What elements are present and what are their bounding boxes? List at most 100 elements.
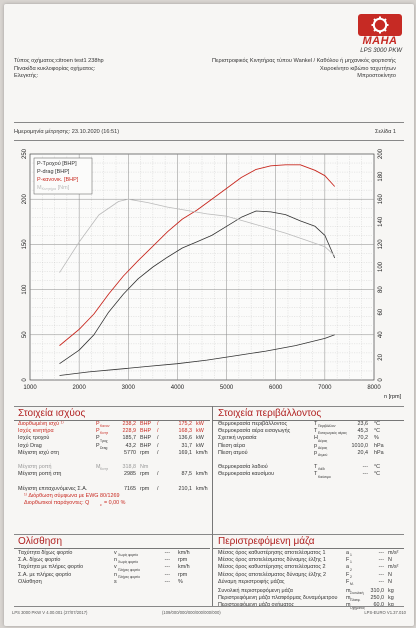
symbol-subscript: Λάδι [318,467,325,472]
torque-row: Μέγιστη ροπή M Κινητ 318,8 Nm [18,464,214,471]
symbol: m [346,587,351,594]
x-tick-label: 8000 [367,385,381,391]
vehicle-type: Τύπος οχήματος:citroen test1 238hp [14,58,104,64]
report-page: MAHA LPS 3000 PKW Τύπος οχήματος:citroen… [4,4,414,626]
symbol-subscript: Αέρας [318,438,328,443]
symbol: T [314,471,318,478]
series-line [59,210,336,365]
row-label: Περιστρεφόμενη μάζα πλατφόρμας δυναμόμετ… [218,595,338,602]
symbol: H [314,435,318,442]
value: 210,1 [178,485,193,492]
unit: N [388,571,392,578]
row-label: Σ.Α. δίχως φορτίο [18,557,61,564]
row-label: Ισχύς τροχού [18,435,50,442]
gear-icon [371,16,389,34]
row-label: Θερμοκρασία περιβάλλοντος [218,421,288,427]
slip-section-title: Ολίσθηση [18,536,63,547]
separator: / [157,449,159,456]
speed-row: Μέγιστη επιταχυνόμενες Σ.Α. 7165 rpm / 210,1… [18,486,214,493]
logo-model: LPS 3000 PKW [360,48,402,54]
unit: Nm [140,464,149,471]
row-label: Μέσος όρος καθυστέρησης αποτελέσματος 1 [218,550,326,556]
unit: kg [388,587,394,594]
y-right-tick-label: 0 [378,378,384,382]
y-left-tick-label: 0 [22,378,28,382]
slip-row: Ολίσθηση s ---% [18,579,208,586]
footer-center: (109/000/000/000/000/000/000) [162,610,221,615]
maha-logo: MAHA LPS 3000 PKW [358,14,402,54]
y-right-tick-label: 180 [378,171,384,182]
value: 175,2 [178,421,193,427]
vehicle-info: Τύπος οχήματος:citroen test1 238hp Πινακ… [14,58,104,81]
divider [14,420,210,421]
symbol: s [114,578,117,585]
separator: / [157,471,159,478]
legend-entry: MΚινητήρα [Nm] [37,185,70,191]
unit: BHP [140,428,152,435]
separator: / [157,435,159,442]
symbol: p [314,442,317,449]
slip-row: Σ.Α. δίχως φορτίο n Χωρίς φορτίο --- rpm [18,557,208,564]
row-label: Μέγιστη ροπή στη [18,471,62,478]
value: --- [378,550,384,556]
value: 20,4 [357,449,369,456]
unit: kW [196,421,204,427]
note-row: Διορθωτικοί παράγοντες: Q c = 0,00 % [18,500,214,507]
symbol: P [96,428,100,435]
legend-entry: P-Τροχού [BHP] [37,160,77,167]
symbol-subscript: Πλήρες φορτίο [118,574,140,579]
row-label: Μέγιστη ροπή [18,464,52,471]
footer-right: LPS-EURO V1.37.010 [364,610,406,615]
unit: % [178,578,183,585]
vehicle-plate: Πινακίδα κυκλοφορίας οχήματος: [14,65,96,72]
y-right-tick-label: 80 [378,286,384,293]
row-label: Ολίσθηση [18,578,42,585]
symbol-subscript: Πλήρες φορτίο [118,567,140,572]
y-right-tick-label: 40 [378,331,384,338]
divider [14,606,404,607]
value: 318,8 [122,464,137,471]
separator: / [157,442,159,449]
value: 5770 [124,449,136,456]
value: 238,2 [122,421,137,427]
environment-row: Πίεση ατμού p Ατμού 20,4 hPa [218,450,404,457]
series-line [59,334,335,376]
y-left-tick-label: 50 [22,331,28,338]
x-axis-label: n [rpm] [384,394,402,400]
symbol: p [314,449,317,456]
symbol-subscript: Κανον [100,424,110,429]
symbol: n [114,571,117,578]
symbol-subscript: 2 [350,574,352,579]
drive-type: Μπροστοκίνητο [357,73,396,80]
symbol: a [346,564,349,571]
divider [212,534,213,606]
value: --- [164,564,170,571]
value: --- [164,557,170,564]
value: --- [164,578,170,585]
value: --- [378,578,384,585]
symbol: M [96,464,101,471]
unit: rpm [140,449,150,456]
divider [14,122,404,123]
y-left-tick-label: 100 [22,284,28,295]
slip-row: Ταχύτητα με πλήρες φορτίο v Πλήρες φορτίο -… [18,564,208,571]
unit: km/h [178,564,190,571]
measurement-date: Ημερομηνία μέτρησης: 23.10.2020 (16:51) [14,129,120,135]
unit: °C [374,464,381,471]
engine-type: Περιστροφικός Κινητήρας τύπου Wankel / Κ… [212,58,396,64]
row-label: Σ.Α. με πλήρες φορτίο [18,571,72,578]
note-row: ¹⁾ Διόρθωση σύμφωνα με EWG 80/1269 [18,493,214,500]
divider [14,140,404,141]
symbol: m [346,602,351,609]
symbol-subscript: Περιβάλλον [318,424,336,429]
divider [212,420,404,421]
value: 2985 [124,471,136,478]
correction-factor-value: = 0,00 % [104,500,126,507]
unit: km/h [196,449,208,456]
environment-row: Σχετική υγρασία H Αέρας 70,2% [218,435,404,442]
symbol-subscript: 1 [350,553,352,558]
measurement-row: Ημερομηνία μέτρησης: 23.10.2020 (16:51) … [14,129,396,135]
symbol-subscript: 1 [350,560,352,565]
unit: N [388,578,392,585]
symbol: a [346,550,349,556]
